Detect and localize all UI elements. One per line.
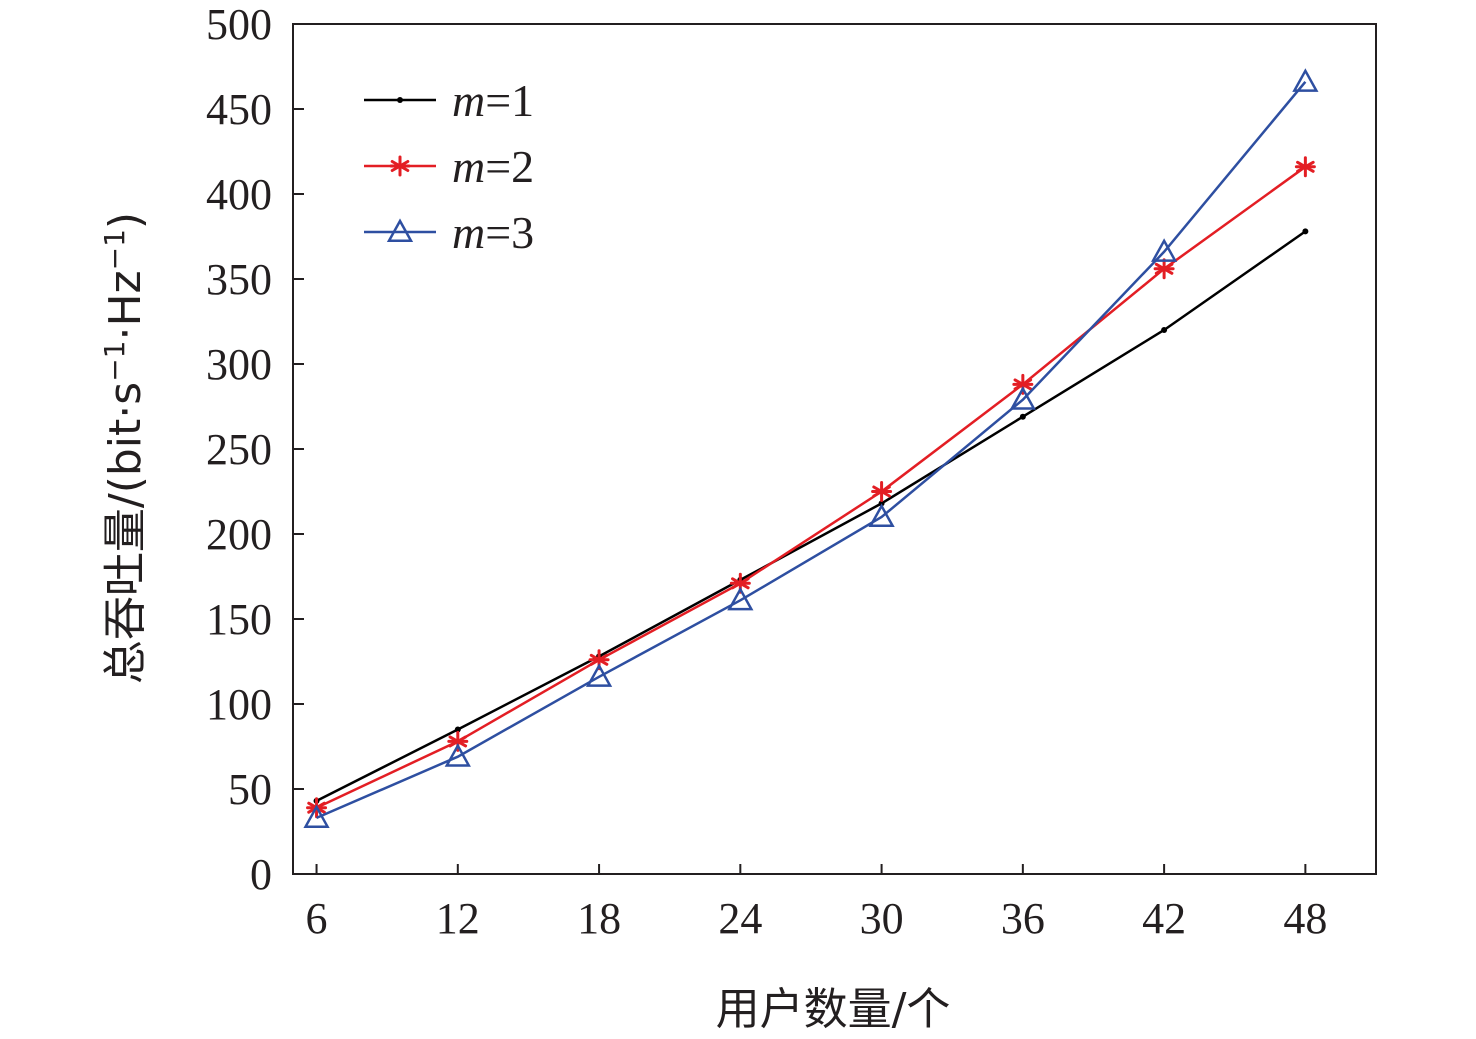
y-tick-label: 150 [206,595,272,644]
legend: m=1 m=2 m=3 [364,75,534,258]
legend-label: m=2 [452,141,534,192]
legend-item: m=2 [364,141,534,192]
data-point [1153,258,1175,280]
x-tick-label: 30 [860,894,904,943]
x-tick-label: 24 [718,894,762,943]
data-point [1009,386,1036,410]
y-tick-label: 400 [206,170,272,219]
x-tick-label: 6 [306,894,328,943]
x-axis: 6 12 18 24 30 36 42 48 [306,864,1327,943]
legend-label: m=3 [452,207,534,258]
data-point [871,481,893,502]
x-tick-label: 36 [1001,894,1045,943]
data-point [878,500,885,507]
data-point [1161,327,1168,333]
y-axis-title-prefix: 总吞吐量/(bit·s [100,382,151,684]
y-tick-label: 500 [206,0,272,49]
series-2 [306,156,1316,819]
legend-marker [389,155,411,177]
series-1 [313,228,1309,804]
data-point [1019,413,1026,420]
legend-marker [397,97,403,103]
series-3 [303,68,1319,828]
data-point [729,572,751,594]
x-tick-label: 48 [1283,894,1327,943]
y-tick-label: 250 [206,425,272,474]
series-line [315,230,1307,803]
y-tick-label: 450 [206,85,272,134]
x-tick-label: 42 [1142,894,1186,943]
legend-label: m=1 [452,75,534,126]
data-point [1302,228,1309,235]
x-tick-label: 12 [436,894,480,943]
data-point [303,804,330,828]
y-axis-title: 总吞吐量/(bit·s−1·Hz−1) [98,212,152,684]
legend-item: m=1 [364,75,534,126]
data-point [444,743,471,767]
y-tick-label: 200 [206,510,272,559]
data-point [1150,238,1178,262]
data-point [447,730,469,752]
data-point [868,503,895,528]
y-axis: 0 50 100 150 200 250 300 350 400 450 500 [206,0,304,899]
y-tick-label: 300 [206,340,272,389]
data-point [454,726,461,733]
y-tick-label: 100 [206,680,272,729]
y-axis-title-suffix: ) [100,212,151,229]
y-tick-label: 350 [206,255,272,304]
series-line [316,165,1307,809]
series-group [303,68,1319,828]
data-point [585,663,613,687]
y-axis-title-mid: ·Hz [100,270,151,340]
y-axis-title-sup2: −1 [98,229,131,270]
legend-item: m=3 [364,207,534,258]
y-tick-label: 50 [228,765,272,814]
data-point [727,586,754,611]
x-axis-title: 用户数量/个 [716,984,951,1035]
legend-marker [386,218,414,243]
x-tick-label: 18 [577,894,621,943]
data-point [1294,156,1316,178]
series-line [316,81,1307,820]
y-axis-title-sup1: −1 [98,341,131,382]
data-point [1292,68,1319,92]
y-tick-label: 0 [250,850,272,899]
